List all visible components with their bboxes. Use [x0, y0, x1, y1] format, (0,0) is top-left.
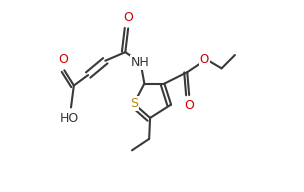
Text: S: S [130, 97, 138, 110]
Text: O: O [185, 99, 195, 112]
Text: NH: NH [131, 56, 150, 69]
Text: O: O [58, 53, 68, 66]
Text: O: O [200, 53, 209, 66]
Text: HO: HO [60, 112, 79, 125]
Text: O: O [123, 11, 133, 24]
